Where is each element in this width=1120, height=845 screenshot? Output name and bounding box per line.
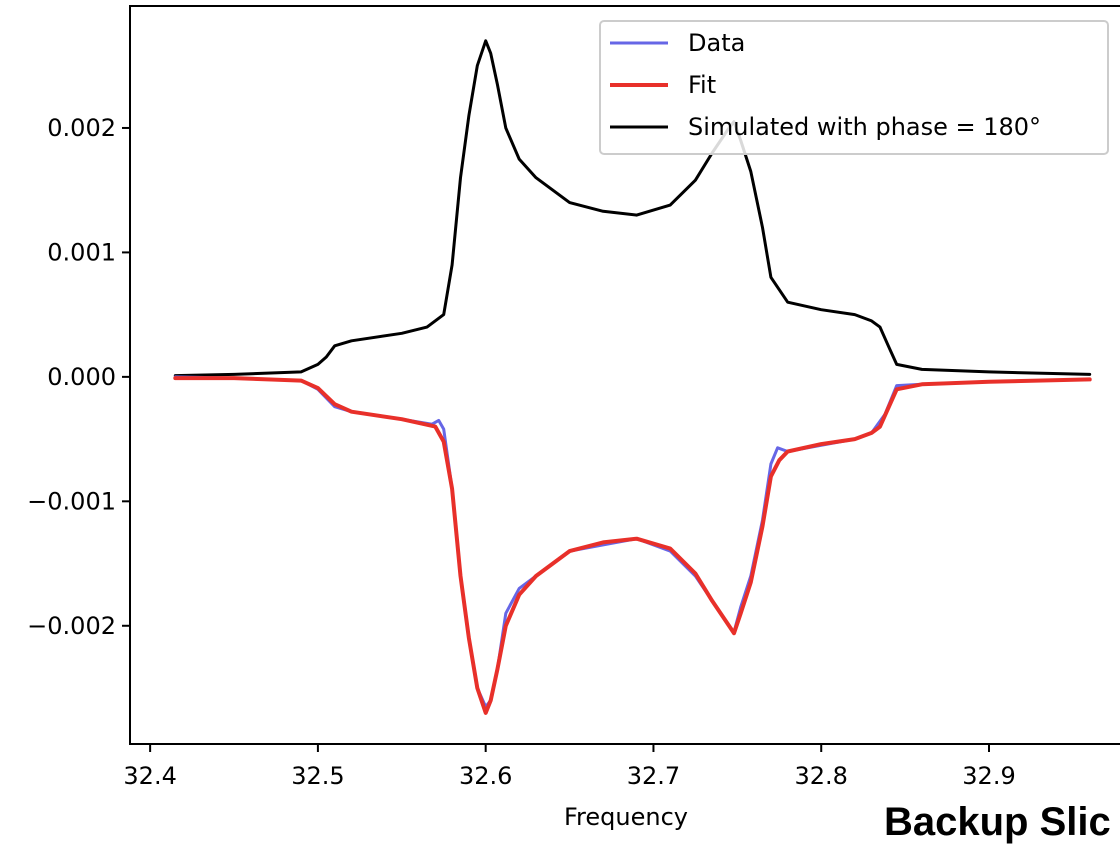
legend-box bbox=[599, 20, 1109, 155]
x-tick-label: 32.7 bbox=[627, 762, 680, 790]
x-axis-title: Frequency bbox=[564, 803, 688, 831]
x-tick-label: 32.5 bbox=[291, 762, 344, 790]
x-tick-label: 32.6 bbox=[459, 762, 512, 790]
y-tick-label: −0.001 bbox=[27, 487, 116, 515]
legend-label-simulated: Simulated with phase = 180° bbox=[688, 113, 1041, 141]
plot-frame bbox=[129, 5, 1120, 745]
x-tick-label: 32.9 bbox=[962, 762, 1015, 790]
backup-slide-label: Backup Slic bbox=[884, 800, 1111, 844]
x-axis: 32.4 32.5 32.6 32.7 32.8 32.9 bbox=[123, 744, 1016, 790]
plot-lines bbox=[173, 39, 1092, 715]
x-tick-label: 32.4 bbox=[123, 762, 176, 790]
series-line-fit bbox=[173, 376, 1092, 715]
legend: Data Fit Simulated with phase = 180° bbox=[599, 20, 1109, 155]
legend-label-fit: Fit bbox=[688, 71, 716, 99]
y-tick-label: 0.000 bbox=[47, 363, 116, 391]
y-tick-label: 0.001 bbox=[47, 238, 116, 266]
x-tick-label: 32.8 bbox=[795, 762, 848, 790]
legend-label-data: Data bbox=[688, 29, 745, 57]
series-line-simulated bbox=[173, 39, 1092, 378]
y-tick-label: 0.002 bbox=[47, 114, 116, 142]
y-tick-label: −0.002 bbox=[27, 612, 116, 640]
y-axis: 0.000 0.001 0.002 −0.001 −0.002 bbox=[27, 114, 130, 640]
series-line-data bbox=[173, 375, 1092, 709]
